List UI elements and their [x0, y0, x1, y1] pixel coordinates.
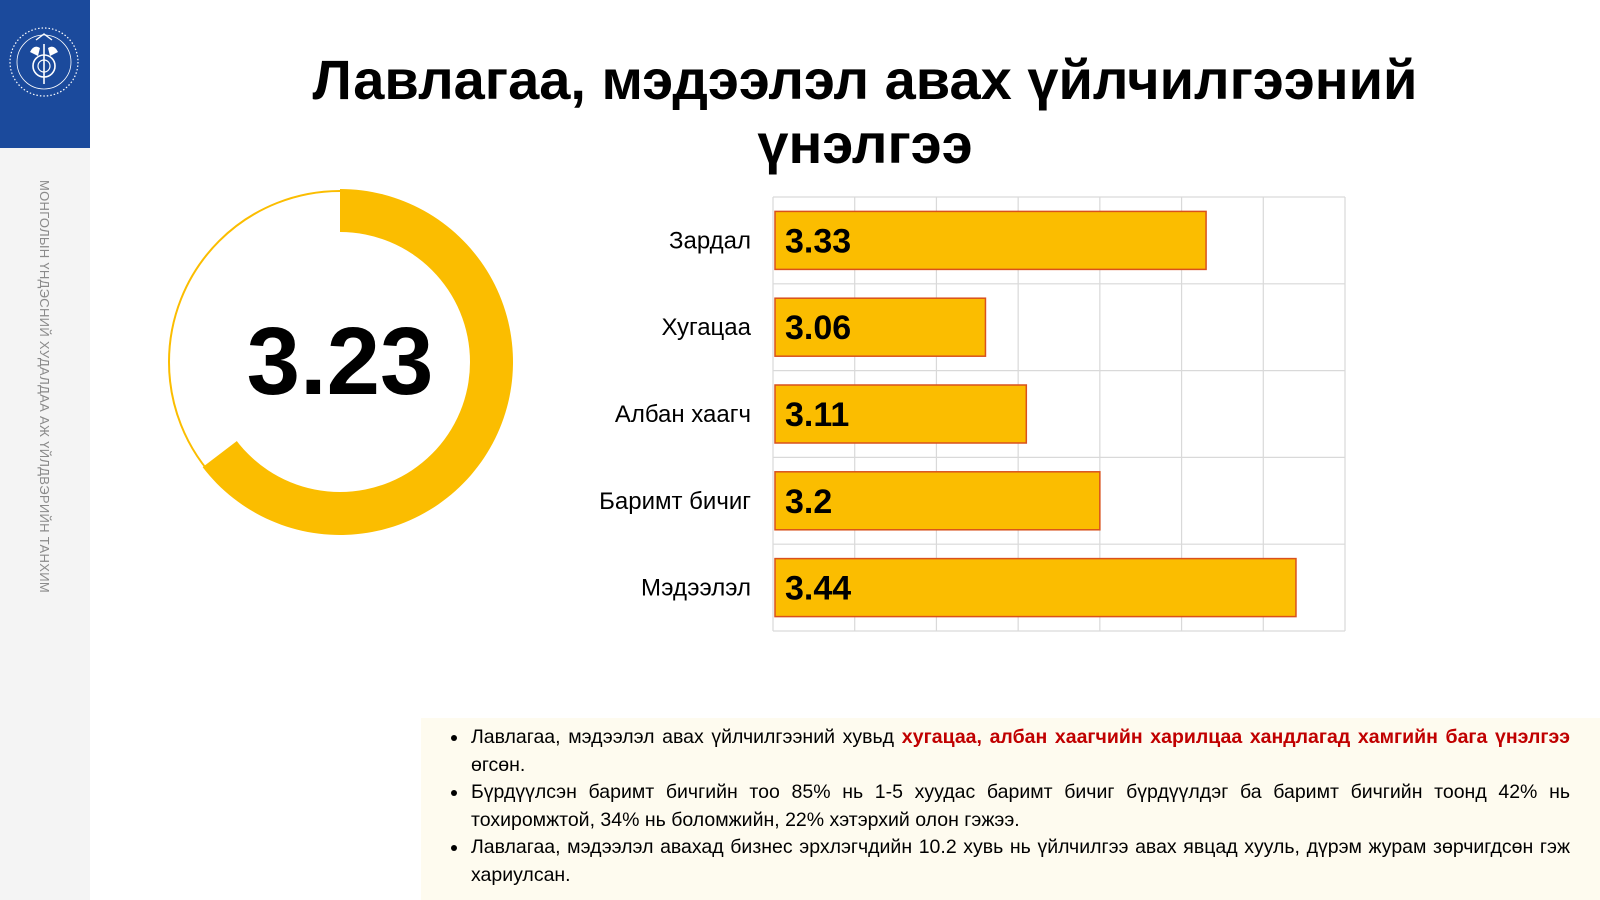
bar: [774, 471, 1101, 531]
note-text: өгсөн.: [471, 753, 526, 776]
category-label: Мэдээлэл: [641, 575, 751, 602]
bar: [774, 297, 987, 357]
bar-data-label: 3.44: [785, 570, 851, 608]
bar-chart: Зардал 3.33 Хугацаа 3.06 Албан хаагч 3.11 Бари…: [599, 196, 1346, 632]
logo-panel: [0, 0, 90, 148]
bar-data-label: 3.33: [785, 222, 851, 260]
chamber-emblem-icon: [9, 27, 79, 97]
bar-data-label: 3.06: [785, 309, 851, 347]
bar-data-label: 3.11: [785, 396, 849, 434]
note-item: Лавлагаа, мэдээлэл авах үйлчилгээний хув…: [469, 724, 1570, 779]
bar: [774, 210, 1207, 271]
category-label: Баримт бичиг: [599, 488, 751, 515]
category-label: Хугацаа: [662, 314, 752, 341]
bar: [774, 557, 1297, 618]
note-text: Лавлагаа, мэдээлэл авахад бизнес эрхлэгч…: [471, 836, 1570, 886]
category-label: Зардал: [669, 227, 751, 254]
note-text: Бүрдүүлсэн баримт бичгийн тоо 85% нь 1-5…: [471, 781, 1570, 831]
notes-panel: Лавлагаа, мэдээлэл авах үйлчилгээний хув…: [421, 718, 1600, 900]
bar-data-label: 3.2: [785, 483, 832, 521]
notes-list: Лавлагаа, мэдээлэл авах үйлчилгээний хув…: [431, 724, 1570, 889]
bar: [774, 384, 1028, 444]
note-text: Лавлагаа, мэдээлэл авах үйлчилгээний хув…: [471, 726, 902, 748]
note-highlight: хугацаа, албан хаагчийн харилцаа хандлаг…: [901, 726, 1571, 748]
note-item: Лавлагаа, мэдээлэл авахад бизнес эрхлэгч…: [469, 834, 1570, 889]
sidebar: МОНГОЛЫН ҮНДЭСНИЙ ХУДАЛДАА АЖ ҮЙЛДВЭРИЙН…: [0, 0, 90, 900]
organization-name: МОНГОЛЫН ҮНДЭСНИЙ ХУДАЛДАА АЖ ҮЙЛДВЭРИЙН…: [37, 180, 52, 593]
donut-center-value: 3.23: [246, 308, 434, 415]
page-title: Лавлагаа, мэдээлэл авах үйлчилгээний үнэ…: [312, 48, 1418, 175]
donut-chart: [168, 189, 514, 535]
category-label: Албан хаагч: [615, 401, 751, 428]
donut-inner-hole: [210, 232, 470, 492]
note-item: Бүрдүүлсэн баримт бичгийн тоо 85% нь 1-5…: [469, 779, 1570, 834]
